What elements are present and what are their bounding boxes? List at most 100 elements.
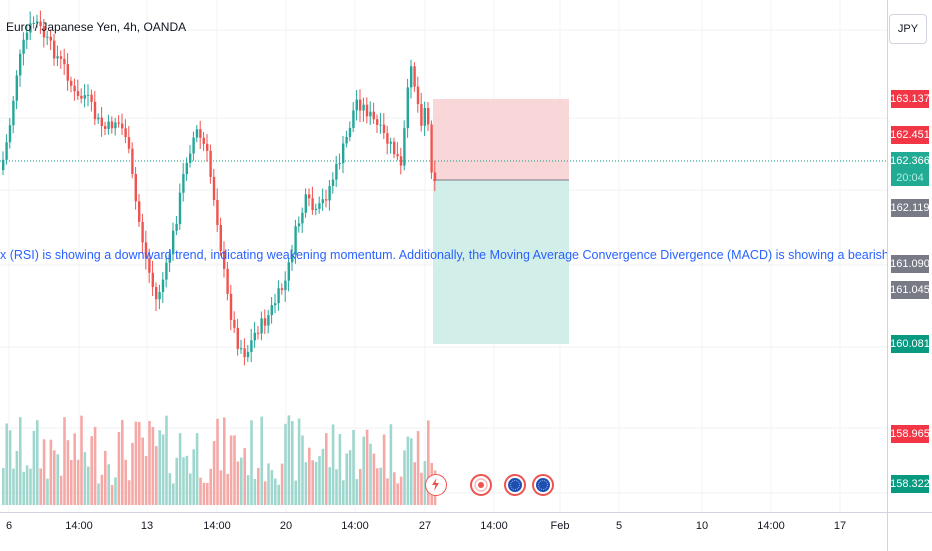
time-tick: 6 (5, 520, 13, 532)
candle-body (277, 288, 280, 304)
candle-body (114, 122, 117, 129)
volume-bar (15, 450, 19, 505)
time-tick: 20 (279, 520, 293, 532)
candle-body (297, 223, 301, 227)
candle-body (318, 203, 321, 209)
volume-bar (413, 462, 416, 505)
analysis-annotation[interactable]: x (RSI) is showing a downward trend, ind… (0, 248, 887, 262)
volume-bar (427, 420, 430, 505)
symbol-title[interactable]: Euro / Japanese Yen, 4h, OANDA (6, 20, 187, 34)
candle-body (243, 348, 246, 358)
volume-bar (274, 478, 277, 505)
candle-body (335, 163, 338, 180)
volume-bar (284, 423, 287, 505)
candle-body (365, 104, 369, 117)
volume-bar (192, 449, 195, 505)
volume-bars (2, 415, 437, 505)
candle-body (325, 199, 328, 201)
candle-body (93, 101, 97, 120)
bar-countdown: 20:04 (891, 170, 929, 186)
volume-bar (393, 472, 396, 505)
volume-bar (121, 419, 124, 505)
volume-bar (277, 484, 280, 505)
volume-bar (314, 461, 318, 505)
volume-bar (382, 434, 386, 505)
candle-body (144, 242, 148, 259)
candle-body (127, 137, 131, 149)
volume-bar (420, 472, 423, 505)
volume-bar (151, 426, 155, 505)
flag-event-icon[interactable] (532, 474, 554, 496)
volume-bar (308, 447, 311, 505)
volume-bar (59, 475, 63, 505)
candle-body (36, 21, 39, 23)
candle-body (199, 129, 202, 138)
time-axis[interactable] (0, 512, 887, 551)
volume-bar (399, 476, 403, 505)
candle-body (83, 95, 86, 99)
candle-body (226, 268, 229, 294)
candle-body (29, 23, 32, 33)
volume-bar (195, 433, 199, 505)
candle-body (46, 36, 49, 38)
volume-bar (19, 417, 22, 505)
currency-button[interactable]: JPY (889, 14, 927, 44)
candle-body (263, 318, 267, 326)
flag-event-icon[interactable] (504, 474, 526, 496)
volume-bar (12, 468, 15, 505)
candle-body (355, 99, 358, 111)
volume-bar (185, 455, 189, 505)
candle-body (280, 288, 284, 291)
volume-bar (311, 460, 314, 505)
volume-bar (267, 463, 270, 505)
volume-bar (42, 439, 46, 505)
candle-body (32, 22, 35, 24)
volume-bar (209, 468, 212, 505)
candle-body (206, 143, 209, 151)
candle-body (229, 293, 233, 320)
candle-body (107, 121, 110, 129)
candle-body (314, 208, 318, 210)
candle-body (192, 137, 195, 154)
volume-bar (287, 415, 291, 505)
volume-bar (318, 456, 321, 505)
volume-bar (297, 418, 301, 505)
candle-body (369, 111, 372, 117)
target-event-icon[interactable] (470, 474, 492, 496)
volume-bar (124, 459, 127, 505)
candle-body (267, 315, 270, 326)
candle-body (399, 156, 403, 166)
candle-body (301, 212, 304, 224)
candle-body (178, 192, 182, 225)
candle-body (416, 86, 420, 105)
volume-bar (87, 466, 90, 505)
candle-body (386, 133, 389, 144)
chart-pane[interactable]: Euro / Japanese Yen, 4h, OANDA x (RSI) i… (0, 0, 887, 512)
candle-body (25, 32, 29, 40)
volume-bar (379, 467, 382, 505)
grid-lines (0, 0, 887, 512)
candle-body (19, 53, 22, 76)
volume-bar (338, 434, 342, 505)
lightning-icon[interactable] (425, 474, 447, 496)
candle-body (168, 254, 171, 263)
volume-bar (39, 468, 42, 505)
candle-body (246, 352, 250, 358)
candle-body (42, 26, 46, 38)
volume-bar (253, 478, 257, 505)
volume-bar (389, 424, 393, 505)
volume-bar (270, 469, 274, 505)
candle-body (396, 154, 399, 157)
candle-body (427, 108, 430, 125)
volume-bar (5, 423, 8, 505)
volume-bar (172, 483, 175, 505)
candle-body (250, 340, 253, 353)
price-chart[interactable] (0, 0, 887, 512)
candle-body (148, 258, 151, 273)
volume-bar (223, 417, 226, 505)
candle-body (430, 124, 433, 173)
candle-body (294, 226, 297, 255)
volume-bar (376, 468, 379, 505)
time-tick: 14:00 (341, 520, 369, 532)
volume-bar (359, 468, 362, 505)
